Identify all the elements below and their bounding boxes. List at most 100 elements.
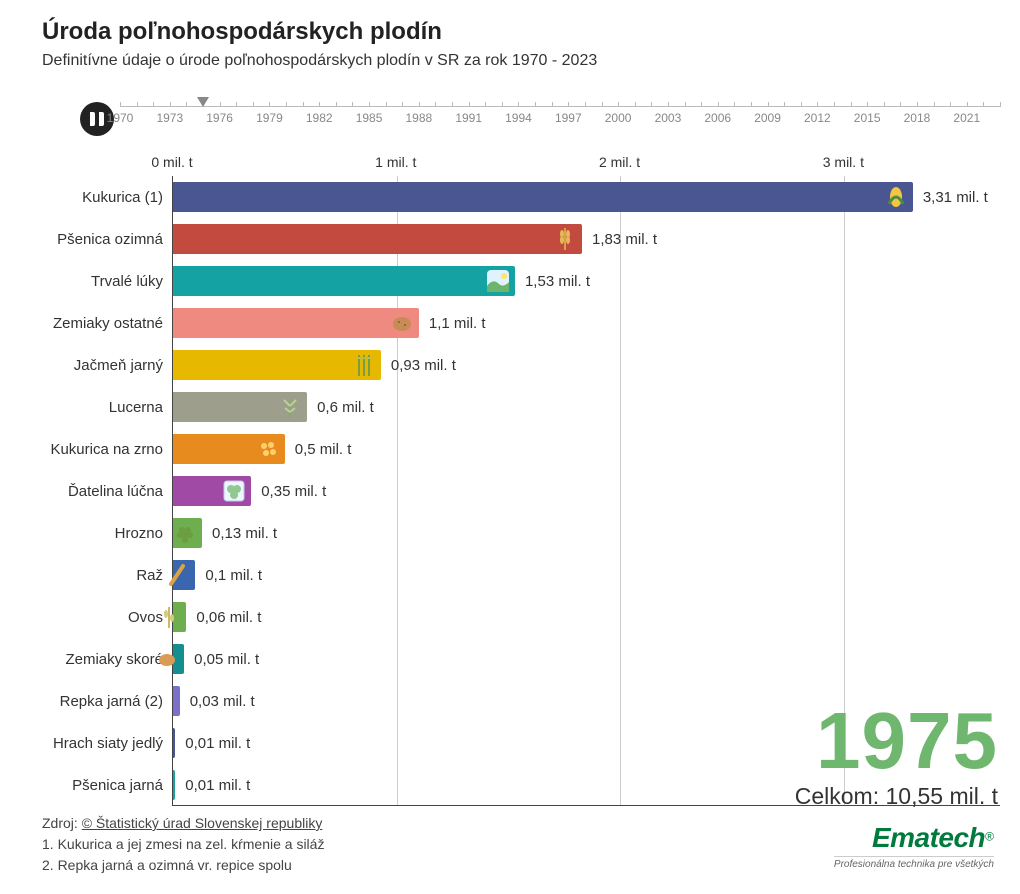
year-summary: 1975 Celkom: 10,55 mil. t	[795, 701, 998, 810]
bar	[173, 224, 582, 254]
grain-icon	[255, 436, 281, 462]
bar-value: 3,31 mil. t	[923, 189, 988, 206]
x-axis-tick-label: 0 mil. t	[151, 154, 192, 170]
bar-row: Kukurica na zrno0,5 mil. t	[173, 428, 1000, 470]
source-prefix: Zdroj:	[42, 815, 82, 831]
timeline-year-label: 1985	[356, 111, 383, 125]
timeline-year-label: 1976	[206, 111, 233, 125]
timeline-year-label: 2015	[854, 111, 881, 125]
bar-label: Raž	[3, 567, 173, 584]
bar-value: 0,93 mil. t	[391, 357, 456, 374]
x-axis-tick-label: 2 mil. t	[599, 154, 640, 170]
footnotes: Zdroj: © Štatistický úrad Slovenskej rep…	[42, 813, 324, 876]
bar	[173, 686, 180, 716]
bar-value: 0,01 mil. t	[185, 777, 250, 794]
corn-icon	[883, 184, 909, 210]
bar-label: Jačmeň jarný	[3, 357, 173, 374]
timeline-marker[interactable]	[197, 97, 209, 107]
bar-value: 1,1 mil. t	[429, 315, 486, 332]
pause-icon	[99, 112, 104, 126]
bar-row: Hrozno0,13 mil. t	[173, 512, 1000, 554]
timeline-year-label: 1973	[156, 111, 183, 125]
bar	[173, 392, 307, 422]
timeline-year-label: 2003	[655, 111, 682, 125]
x-axis-tick-label: 3 mil. t	[823, 154, 864, 170]
bar-row: Lucerna0,6 mil. t	[173, 386, 1000, 428]
bar-label: Zemiaky skoré	[3, 651, 173, 668]
bar-label: Ovos	[3, 609, 173, 626]
oats-icon	[156, 604, 182, 630]
potato2-icon	[154, 646, 180, 672]
page-title: Úroda poľnohospodárskych plodín	[42, 18, 1000, 46]
bar-value: 0,05 mil. t	[194, 651, 259, 668]
timeline-year-label: 2021	[953, 111, 980, 125]
timeline-year-label: 1979	[256, 111, 283, 125]
bar	[173, 602, 186, 632]
total-label: Celkom: 10,55 mil. t	[795, 783, 998, 810]
bar-value: 0,13 mil. t	[212, 525, 277, 542]
bar	[173, 266, 515, 296]
bar-row: Ovos0,06 mil. t	[173, 596, 1000, 638]
bar	[173, 434, 285, 464]
clover-icon	[221, 478, 247, 504]
bar-value: 0,06 mil. t	[196, 609, 261, 626]
x-axis: 0 mil. t1 mil. t2 mil. t3 mil. t	[172, 152, 1000, 176]
timeline-year-label: 1982	[306, 111, 333, 125]
bar	[173, 518, 202, 548]
bar-value: 1,53 mil. t	[525, 273, 590, 290]
meadow-icon	[485, 268, 511, 294]
bar-label: Pšenica jarná	[3, 777, 173, 794]
bar-label: Lucerna	[3, 399, 173, 416]
bar-row: Trvalé lúky1,53 mil. t	[173, 260, 1000, 302]
timeline-year-label: 1991	[455, 111, 482, 125]
timeline-year-label: 2012	[804, 111, 831, 125]
bar	[173, 770, 175, 800]
alfalfa-icon	[277, 394, 303, 420]
bar-label: Kukurica (1)	[3, 189, 173, 206]
potato-icon	[389, 310, 415, 336]
grapes-icon	[172, 520, 198, 546]
bar-label: Hrozno	[3, 525, 173, 542]
rye-icon	[165, 562, 191, 588]
timeline-year-label: 1988	[406, 111, 433, 125]
bar-label: Kukurica na zrno	[3, 441, 173, 458]
bar-value: 0,01 mil. t	[185, 735, 250, 752]
bar-row: Pšenica ozimná1,83 mil. t	[173, 218, 1000, 260]
bar	[173, 728, 175, 758]
bar-value: 0,03 mil. t	[190, 693, 255, 710]
footnote-1: 1. Kukurica a jej zmesi na zel. kŕmenie …	[42, 834, 324, 855]
bar-value: 1,83 mil. t	[592, 231, 657, 248]
source-link[interactable]: © Štatistický úrad Slovenskej republiky	[82, 815, 323, 831]
timeline-year-label: 2006	[704, 111, 731, 125]
bar-row: Ďatelina lúčna0,35 mil. t	[173, 470, 1000, 512]
barley-icon	[351, 352, 377, 378]
wheat-icon	[552, 226, 578, 252]
bar-label: Ďatelina lúčna	[3, 483, 173, 500]
bar	[173, 182, 913, 212]
bar-row: Jačmeň jarný0,93 mil. t	[173, 344, 1000, 386]
logo-brand: Ematech	[872, 822, 985, 853]
bar-row: Zemiaky ostatné1,1 mil. t	[173, 302, 1000, 344]
bar-value: 0,5 mil. t	[295, 441, 352, 458]
timeline-axis[interactable]: 1970197319761979198219851988199119941997…	[120, 99, 1000, 139]
bar-value: 0,35 mil. t	[261, 483, 326, 500]
current-year: 1975	[795, 701, 998, 781]
timeline-year-label: 1970	[107, 111, 134, 125]
bar	[173, 476, 251, 506]
bar-label: Pšenica ozimná	[3, 231, 173, 248]
timeline-year-label: 2018	[904, 111, 931, 125]
bar-label: Hrach siaty jedlý	[3, 735, 173, 752]
bar-value: 0,1 mil. t	[205, 567, 262, 584]
x-axis-tick-label: 1 mil. t	[375, 154, 416, 170]
bar	[173, 350, 381, 380]
logo: Ematech® Profesionálna technika pre všet…	[834, 822, 994, 870]
bar-value: 0,6 mil. t	[317, 399, 374, 416]
page-subtitle: Definitívne údaje o úrode poľnohospodárs…	[42, 52, 1000, 70]
timeline-year-label: 2000	[605, 111, 632, 125]
bar	[173, 308, 419, 338]
bar	[173, 644, 184, 674]
logo-tagline: Profesionálna technika pre všetkých	[834, 856, 994, 870]
pause-icon	[90, 112, 95, 126]
bar-row: Raž0,1 mil. t	[173, 554, 1000, 596]
timeline-year-label: 1997	[555, 111, 582, 125]
